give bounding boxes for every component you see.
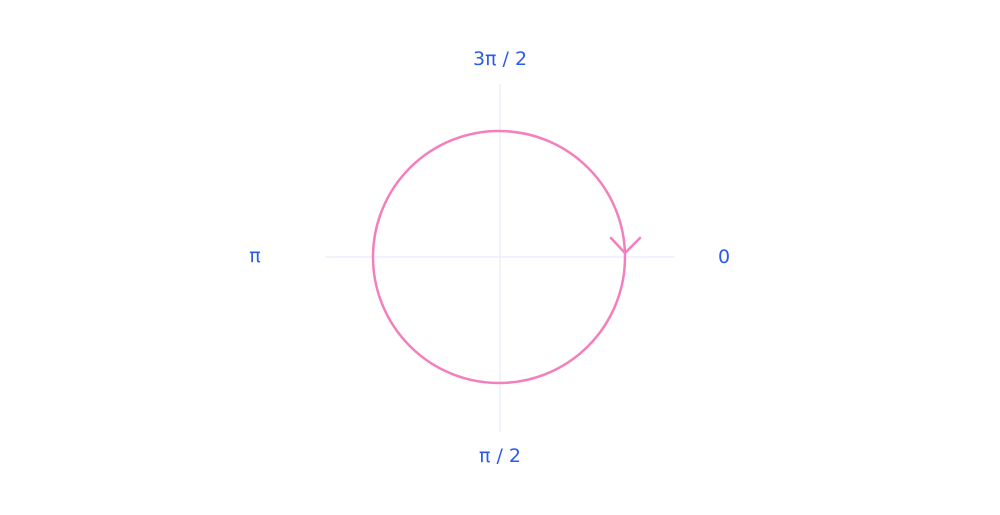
angle-label-right: 0	[717, 246, 731, 268]
clockwise-arrow-icon	[609, 236, 642, 255]
rotation-circle	[371, 129, 627, 385]
angle-label-top: 3π / 2	[472, 48, 528, 70]
angle-label-left: π	[249, 245, 261, 267]
angle-label-bottom: π / 2	[478, 445, 522, 467]
